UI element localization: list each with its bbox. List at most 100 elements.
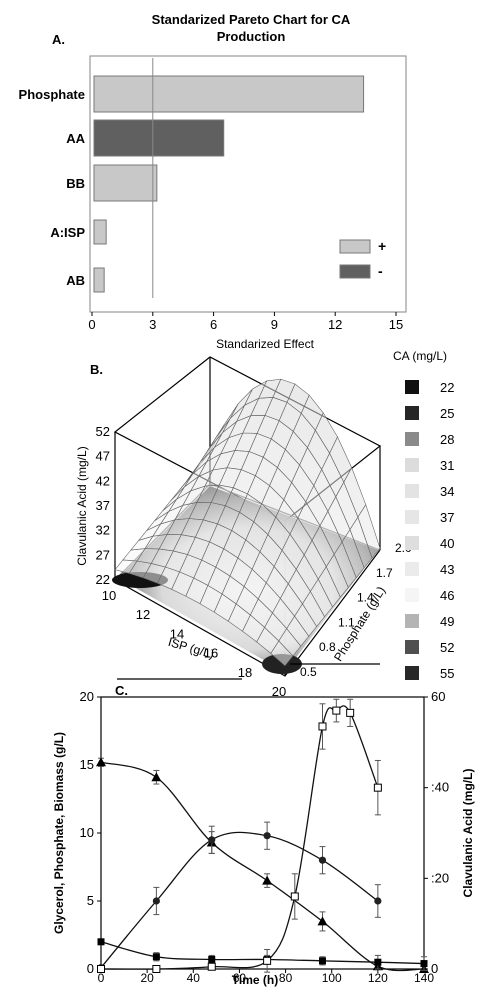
pareto-legend-label: +	[378, 238, 386, 254]
pareto-chart-panel: A. Standarized Pareto Chart for CA Produ…	[19, 12, 407, 351]
pareto-title-line-1: Standarized Pareto Chart for CA	[152, 12, 351, 27]
surface-legend-label: 40	[440, 536, 454, 551]
response-surface-panel: B.	[75, 349, 454, 699]
time-tick-label: 140	[414, 971, 434, 985]
time-course-plot-frame	[100, 696, 425, 970]
series-line	[100, 831, 379, 969]
pareto-bar	[93, 75, 365, 113]
time-tick-label: 100	[322, 971, 342, 985]
data-point	[420, 960, 428, 968]
time-tick-label: 20	[140, 971, 154, 985]
right-y-tick-label: :20	[431, 870, 449, 885]
panel-b-letter: B.	[90, 362, 103, 377]
series-circle	[97, 821, 382, 972]
left-y-tick-label: 0	[87, 961, 94, 976]
surface-legend-swatch	[405, 484, 419, 498]
data-point	[318, 722, 327, 731]
data-point	[152, 953, 160, 961]
x-tick-label: 12	[136, 607, 150, 622]
surface-legend-swatch	[405, 640, 419, 654]
data-point	[263, 956, 272, 965]
data-point	[374, 958, 382, 966]
pareto-legend-swatch	[339, 264, 371, 279]
series-line	[100, 705, 379, 970]
time-tick-label: 80	[279, 971, 293, 985]
pareto-x-tick-label: 3	[149, 317, 156, 332]
surface-legend-label: 43	[440, 562, 454, 577]
y-tick-label: 1.7	[376, 566, 393, 580]
surface-legend-label: 55	[440, 666, 454, 681]
y-tick-label: 1.1	[338, 615, 355, 629]
surface-legend-swatch	[405, 588, 419, 602]
right-y-tick-label: :40	[431, 780, 449, 795]
data-point	[263, 832, 271, 840]
surface-legend-swatch	[405, 562, 419, 576]
right-y-axis-label: Clavulanic Acid (mg/L)	[461, 769, 475, 898]
data-point	[346, 708, 355, 717]
pareto-bar	[93, 219, 107, 245]
pareto-bar	[93, 164, 158, 202]
data-point	[152, 897, 160, 905]
time-tick-label: 40	[187, 971, 201, 985]
pareto-bar	[93, 119, 225, 157]
y-tick-label: 0.5	[300, 665, 317, 679]
pareto-x-axis-label: Standarized Effect	[216, 337, 315, 351]
pareto-legend-label: -	[378, 263, 383, 279]
data-point	[208, 955, 216, 963]
surface-legend-swatch	[405, 406, 419, 420]
left-y-tick-label: 5	[87, 893, 94, 908]
surface-legend-label: 46	[440, 588, 454, 603]
left-y-tick-label: 10	[80, 825, 94, 840]
surface-legend-label: 25	[440, 406, 454, 421]
pareto-category-label: AA	[66, 131, 85, 146]
pareto-x-tick-label: 15	[389, 317, 403, 332]
pareto-category-label: A:ISP	[50, 225, 85, 240]
pareto-category-label: AB	[66, 273, 85, 288]
panel-c-letter: C.	[115, 683, 128, 698]
data-point	[318, 856, 327, 864]
time-tick-label: 120	[368, 971, 388, 985]
pareto-category-label: BB	[66, 176, 85, 191]
z-tick-label: 27	[96, 547, 110, 562]
data-point	[290, 892, 299, 901]
x-axis-ticks: 10 12 14 16 18 20	[102, 588, 286, 699]
surface-legend-swatch	[405, 380, 419, 394]
y-tick-label: 0.8	[319, 640, 336, 654]
pareto-title-line-2: Production	[217, 29, 286, 44]
surface-cell	[357, 504, 381, 559]
z-tick-label: 42	[96, 473, 110, 488]
data-point	[151, 772, 162, 782]
surface-legend-swatch	[405, 614, 419, 628]
z-tick-label: 37	[96, 498, 110, 513]
data-point	[152, 965, 161, 973]
data-point	[373, 783, 382, 792]
data-point	[97, 938, 105, 946]
surface-legend: 22 25 28 31 34 37 40 43 46 49 52 55	[405, 380, 454, 681]
time-axis-label: Time (h)	[232, 973, 278, 987]
data-point	[317, 916, 328, 926]
x-tick-label: 20	[272, 684, 286, 699]
pareto-x-tick-label: 0	[88, 317, 95, 332]
data-point	[318, 957, 326, 965]
pareto-bar	[93, 267, 105, 293]
pareto-legend-swatch	[339, 239, 371, 254]
left-y-tick-label: 15	[80, 757, 94, 772]
surface-legend-label: 28	[440, 432, 454, 447]
right-y-tick-label: 60	[431, 689, 445, 704]
floor-dark-region-2	[262, 654, 302, 674]
data-point	[97, 965, 105, 973]
surface-legend-swatch	[405, 432, 419, 446]
x-tick-label: 18	[238, 665, 252, 680]
x-tick-label: 10	[102, 588, 116, 603]
x-tick-label: 14	[170, 626, 184, 641]
surface-legend-label: 37	[440, 510, 454, 525]
surface-wireframe	[114, 378, 381, 667]
z-tick-label: 47	[96, 449, 110, 464]
left-y-tick-label: 20	[80, 689, 94, 704]
z-axis-label: Clavulanic Acid (mg/L)	[75, 446, 89, 565]
surface-legend-swatch	[405, 510, 419, 524]
pareto-x-tick-label: 9	[271, 317, 278, 332]
surface-legend-swatch	[405, 536, 419, 550]
pareto-category-label: Phosphate	[19, 87, 85, 102]
